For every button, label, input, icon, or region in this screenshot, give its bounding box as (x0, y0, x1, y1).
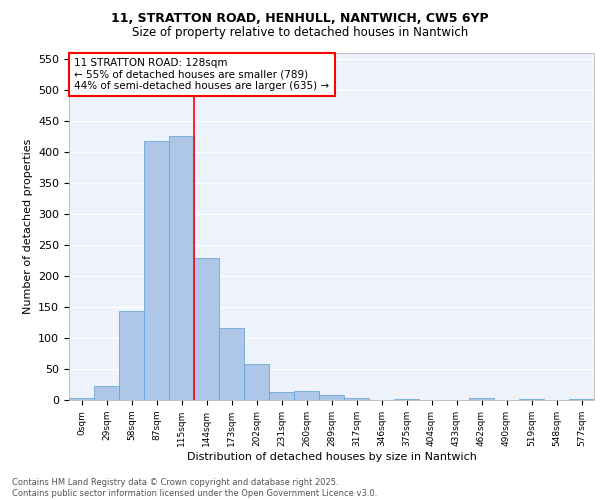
Bar (69, 398, 94, 400)
Text: 11, STRATTON ROAD, HENHULL, NANTWICH, CW5 6YP: 11, STRATTON ROAD, HENHULL, NANTWICH, CW… (111, 12, 489, 26)
Bar (519, 399, 544, 400)
Bar (144, 140, 169, 400)
Text: Size of property relative to detached houses in Nantwich: Size of property relative to detached ho… (132, 26, 468, 39)
Bar (269, 392, 294, 400)
Y-axis label: Number of detached properties: Number of detached properties (23, 138, 32, 314)
X-axis label: Distribution of detached houses by size in Nantwich: Distribution of detached houses by size … (187, 452, 476, 462)
Bar (469, 398, 494, 400)
Bar (219, 328, 244, 400)
Bar (194, 258, 219, 400)
Bar (94, 386, 119, 400)
Bar (569, 399, 594, 400)
Bar (344, 398, 369, 400)
Bar (294, 390, 319, 400)
Text: Contains HM Land Registry data © Crown copyright and database right 2025.
Contai: Contains HM Land Registry data © Crown c… (12, 478, 377, 498)
Bar (169, 136, 194, 400)
Bar (119, 312, 144, 400)
Bar (244, 364, 269, 400)
Text: 11 STRATTON ROAD: 128sqm
← 55% of detached houses are smaller (789)
44% of semi-: 11 STRATTON ROAD: 128sqm ← 55% of detach… (74, 58, 329, 91)
Bar (319, 395, 344, 400)
